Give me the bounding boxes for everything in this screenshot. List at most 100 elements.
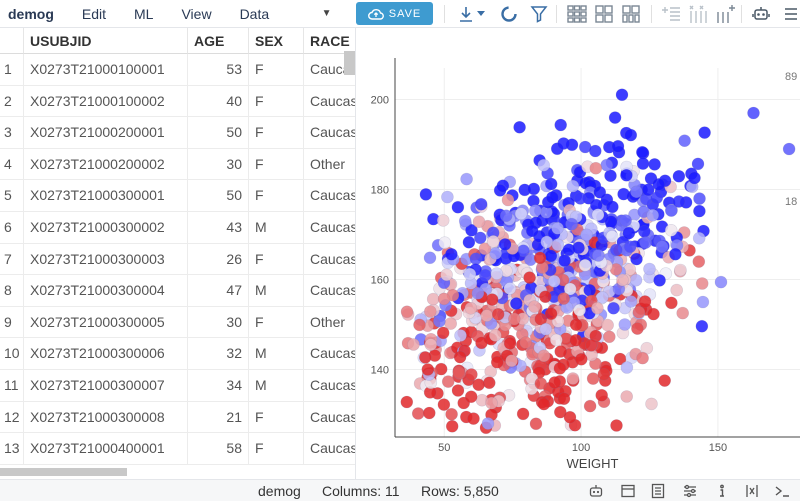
scatter-point[interactable] bbox=[591, 301, 604, 315]
save-button[interactable]: SAVE bbox=[356, 2, 433, 25]
layout-four-icon[interactable] bbox=[593, 3, 615, 25]
usubjid-cell[interactable]: X0273T21000300008 bbox=[24, 401, 188, 433]
scatter-point[interactable] bbox=[638, 295, 652, 308]
usubjid-cell[interactable]: X0273T21000300006 bbox=[24, 338, 188, 370]
scatter-point[interactable] bbox=[586, 372, 600, 385]
menu-data[interactable]: Data ▼ bbox=[226, 0, 346, 28]
scatter-point[interactable] bbox=[419, 188, 433, 201]
delete-columns-icon[interactable] bbox=[687, 3, 709, 25]
filter-icon[interactable] bbox=[528, 3, 550, 25]
race-cell[interactable]: Caucas bbox=[310, 219, 356, 235]
age-cell[interactable]: 21 bbox=[188, 401, 249, 433]
scatter-point[interactable] bbox=[563, 282, 577, 296]
scatter-point[interactable] bbox=[589, 144, 602, 158]
scatter-point[interactable] bbox=[622, 226, 636, 240]
scatter-point[interactable] bbox=[583, 399, 597, 413]
scatter-point[interactable] bbox=[615, 88, 629, 102]
menu-icon[interactable] bbox=[780, 3, 800, 25]
scatter-point[interactable] bbox=[664, 204, 678, 217]
scatter-point[interactable] bbox=[537, 158, 550, 172]
scatter-point[interactable] bbox=[503, 337, 517, 350]
scatter-point[interactable] bbox=[620, 361, 634, 374]
age-cell[interactable]: 50 bbox=[188, 180, 249, 212]
scatter-point[interactable] bbox=[527, 182, 541, 196]
sex-cell[interactable]: M bbox=[249, 212, 304, 243]
sex-cell[interactable]: F bbox=[249, 306, 304, 338]
column-header-usubjid[interactable]: USUBJID bbox=[24, 28, 188, 54]
window-icon[interactable] bbox=[620, 483, 636, 499]
sex-cell[interactable]: F bbox=[249, 85, 304, 117]
scatter-point[interactable] bbox=[619, 214, 632, 227]
scatter-point[interactable] bbox=[474, 231, 487, 245]
scatter-point[interactable] bbox=[665, 296, 678, 310]
scatter-point[interactable] bbox=[669, 247, 682, 261]
scatter-point[interactable] bbox=[604, 169, 617, 182]
scatter-point[interactable] bbox=[608, 111, 622, 124]
sex-cell[interactable]: F bbox=[249, 433, 304, 465]
scatter-point[interactable] bbox=[465, 368, 478, 381]
scatter-point[interactable] bbox=[696, 295, 710, 309]
row-number-cell[interactable]: 8 bbox=[0, 275, 24, 307]
scatter-point[interactable] bbox=[648, 158, 661, 171]
scatter-point[interactable] bbox=[485, 396, 498, 410]
scatter-point[interactable] bbox=[413, 318, 426, 332]
scatter-point[interactable] bbox=[550, 333, 563, 347]
scatter-point[interactable] bbox=[546, 191, 559, 204]
scatter-point[interactable] bbox=[436, 326, 450, 340]
scatter-point[interactable] bbox=[674, 263, 687, 277]
usubjid-cell[interactable]: X0273T21000300007 bbox=[24, 370, 188, 401]
scatter-point[interactable] bbox=[453, 350, 467, 364]
sex-cell[interactable]: F bbox=[249, 401, 304, 433]
table-row[interactable]: 9 X0273T21000300005 30 F Other bbox=[0, 306, 355, 339]
scatter-point[interactable] bbox=[445, 407, 458, 421]
sex-cell[interactable]: F bbox=[249, 54, 304, 85]
age-cell[interactable]: 34 bbox=[188, 370, 249, 401]
scatter-point[interactable] bbox=[676, 306, 690, 320]
scatter-point[interactable] bbox=[557, 392, 571, 406]
scatter-point[interactable] bbox=[632, 305, 646, 319]
info-icon[interactable] bbox=[714, 483, 730, 499]
scatter-point[interactable] bbox=[693, 204, 706, 218]
scatter-point[interactable] bbox=[585, 339, 598, 352]
scatter-point[interactable] bbox=[554, 345, 567, 358]
scatter-point[interactable] bbox=[534, 312, 548, 326]
scatter-point[interactable] bbox=[539, 322, 553, 336]
layout-mixed-icon[interactable] bbox=[620, 3, 642, 25]
scatter-point[interactable] bbox=[441, 375, 455, 388]
scatter-point[interactable] bbox=[624, 295, 638, 308]
age-cell[interactable]: 50 bbox=[188, 117, 249, 149]
scatter-point[interactable] bbox=[611, 139, 625, 153]
scatter-point[interactable] bbox=[589, 161, 603, 175]
scatter-point[interactable] bbox=[510, 297, 523, 310]
scatter-point[interactable] bbox=[537, 397, 551, 411]
add-rows-icon[interactable] bbox=[660, 3, 682, 25]
scatter-point[interactable] bbox=[617, 187, 630, 201]
table-row[interactable]: 11 X0273T21000300007 34 M Caucas bbox=[0, 370, 355, 402]
scatter-point[interactable] bbox=[698, 126, 711, 139]
scatter-point[interactable] bbox=[533, 251, 547, 265]
scatter-point[interactable] bbox=[525, 224, 539, 238]
scatter-point[interactable] bbox=[551, 238, 565, 252]
scatter-point[interactable] bbox=[419, 351, 432, 364]
scatter-point[interactable] bbox=[491, 307, 505, 321]
race-cell[interactable]: Caucas bbox=[310, 282, 356, 299]
scatter-point[interactable] bbox=[462, 236, 476, 249]
horizontal-scrollbar[interactable] bbox=[0, 468, 127, 476]
row-number-cell[interactable]: 12 bbox=[0, 401, 24, 433]
scatter-point[interactable] bbox=[437, 292, 451, 306]
sex-cell[interactable]: M bbox=[249, 370, 304, 401]
age-cell[interactable]: 43 bbox=[188, 212, 249, 243]
usubjid-cell[interactable]: X0273T21000200001 bbox=[24, 117, 188, 149]
scatter-point[interactable] bbox=[474, 197, 488, 211]
scatter-point[interactable] bbox=[652, 178, 666, 191]
scatter-point[interactable] bbox=[607, 301, 620, 315]
sex-cell[interactable]: F bbox=[249, 180, 304, 212]
scatter-point[interactable] bbox=[523, 271, 536, 284]
usubjid-cell[interactable]: X0273T21000300004 bbox=[24, 275, 188, 307]
scatter-point[interactable] bbox=[643, 262, 656, 276]
table-row[interactable]: 5 X0273T21000300001 50 F Caucas bbox=[0, 180, 355, 212]
usubjid-cell[interactable]: X0273T21000300001 bbox=[24, 180, 188, 212]
scatter-point[interactable] bbox=[583, 283, 596, 297]
table-row[interactable]: 13 X0273T21000400001 58 F Caucas bbox=[0, 433, 355, 465]
scatter-point[interactable] bbox=[440, 268, 453, 282]
